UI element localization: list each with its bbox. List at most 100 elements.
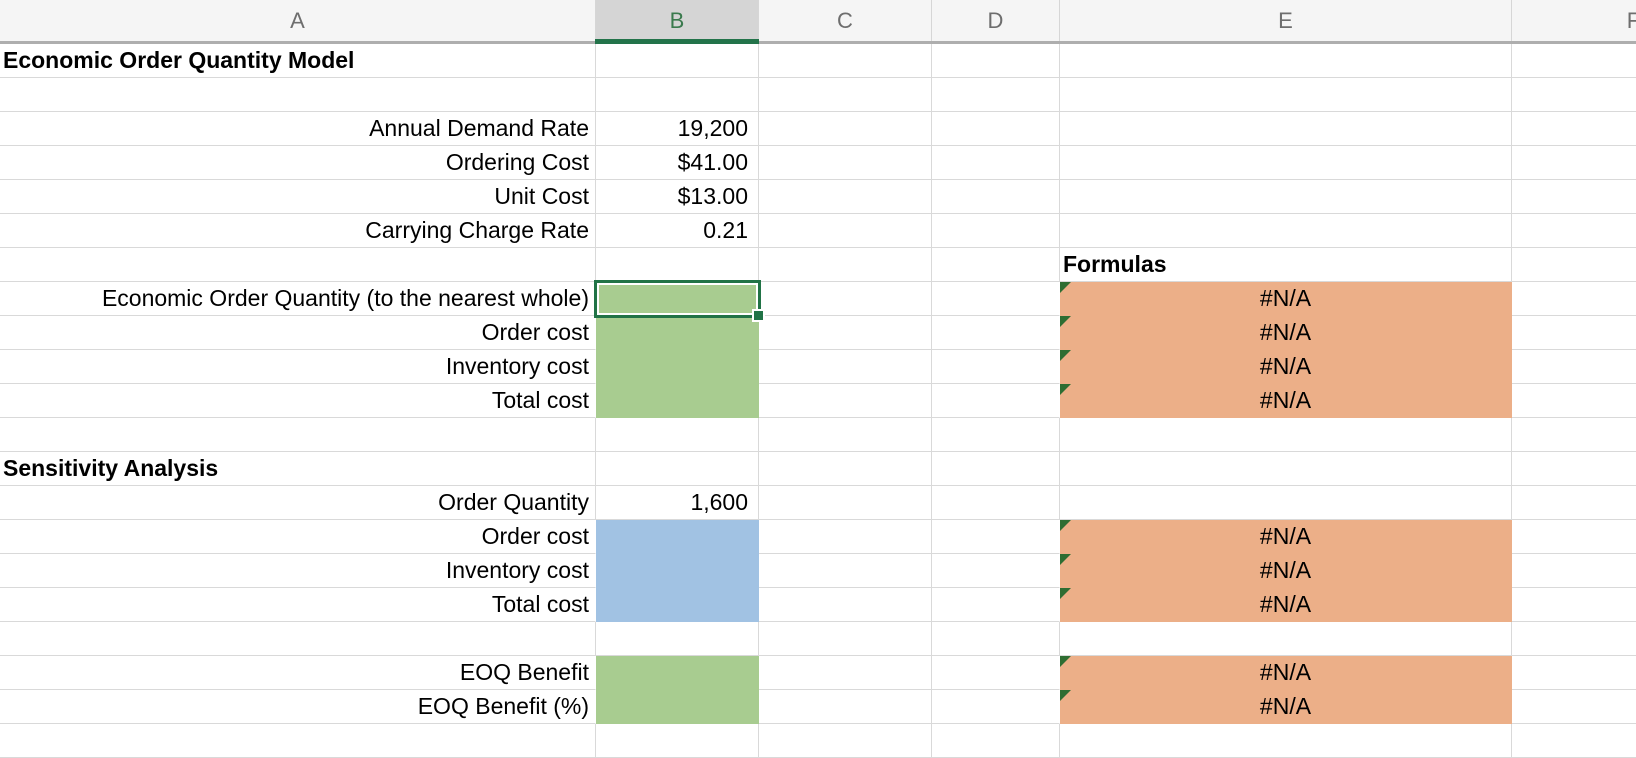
cell[interactable]	[1512, 384, 1636, 418]
cell-label-total-cost[interactable]: Total cost	[0, 384, 596, 418]
cell[interactable]	[759, 44, 932, 78]
cell[interactable]	[759, 78, 932, 112]
cell[interactable]	[759, 486, 932, 520]
cell[interactable]	[596, 44, 759, 78]
cell[interactable]	[1512, 282, 1636, 316]
cell[interactable]	[932, 214, 1060, 248]
cell[interactable]	[759, 146, 932, 180]
cell-formula-sens-order-cost[interactable]: #N/A	[1060, 520, 1512, 554]
cell-formulas-header[interactable]: Formulas	[1060, 248, 1512, 282]
cell[interactable]	[1512, 180, 1636, 214]
cell-input-eoq-benefit-pct[interactable]	[596, 690, 759, 724]
cell-label-eoq-benefit-pct[interactable]: EOQ Benefit (%)	[0, 690, 596, 724]
cell-formula-sens-total-cost[interactable]: #N/A	[1060, 588, 1512, 622]
cell[interactable]	[932, 622, 1060, 656]
cell[interactable]	[759, 384, 932, 418]
cell[interactable]	[596, 724, 759, 758]
cell-sensitivity-title[interactable]: Sensitivity Analysis	[0, 452, 596, 486]
cell[interactable]	[759, 452, 932, 486]
cell[interactable]	[1060, 418, 1512, 452]
cell[interactable]	[932, 316, 1060, 350]
cell[interactable]	[932, 384, 1060, 418]
cell-input-eoq-selected[interactable]	[596, 282, 759, 316]
cell[interactable]	[1512, 214, 1636, 248]
cell[interactable]	[0, 622, 596, 656]
cell-input-eoq-benefit[interactable]	[596, 656, 759, 690]
cell[interactable]	[932, 452, 1060, 486]
cell-label-unit-cost[interactable]: Unit Cost	[0, 180, 596, 214]
cell-value-order-quantity[interactable]: 1,600	[596, 486, 759, 520]
cell[interactable]	[1512, 112, 1636, 146]
cell[interactable]	[932, 724, 1060, 758]
cell[interactable]	[759, 418, 932, 452]
column-header-e[interactable]: E	[1060, 0, 1512, 41]
cell[interactable]	[596, 78, 759, 112]
cell-label-ordering-cost[interactable]: Ordering Cost	[0, 146, 596, 180]
cell-label-carrying-charge-rate[interactable]: Carrying Charge Rate	[0, 214, 596, 248]
cell-formula-total-cost[interactable]: #N/A	[1060, 384, 1512, 418]
cell[interactable]	[759, 588, 932, 622]
cell[interactable]	[932, 146, 1060, 180]
cell[interactable]	[1512, 146, 1636, 180]
cell[interactable]	[1060, 78, 1512, 112]
column-header-c[interactable]: C	[759, 0, 932, 41]
column-header-f[interactable]: F	[1512, 0, 1636, 41]
cell-formula-eoq-benefit[interactable]: #N/A	[1060, 656, 1512, 690]
cell[interactable]	[1060, 452, 1512, 486]
cell-formula-eoq[interactable]: #N/A	[1060, 282, 1512, 316]
cell[interactable]	[1512, 622, 1636, 656]
cell-label-sens-inventory-cost[interactable]: Inventory cost	[0, 554, 596, 588]
cell-value-carrying-charge-rate[interactable]: 0.21	[596, 214, 759, 248]
cell[interactable]	[759, 214, 932, 248]
cell[interactable]	[1512, 44, 1636, 78]
cell[interactable]	[932, 690, 1060, 724]
cell[interactable]	[1060, 486, 1512, 520]
cell[interactable]	[932, 418, 1060, 452]
cell[interactable]	[759, 180, 932, 214]
cell[interactable]	[0, 724, 596, 758]
cell[interactable]	[1060, 724, 1512, 758]
cell[interactable]	[1060, 214, 1512, 248]
cell-input-order-cost[interactable]	[596, 316, 759, 350]
cell[interactable]	[1060, 180, 1512, 214]
cell[interactable]	[1512, 316, 1636, 350]
cell-label-eoq-benefit[interactable]: EOQ Benefit	[0, 656, 596, 690]
cell-label-inventory-cost[interactable]: Inventory cost	[0, 350, 596, 384]
cell[interactable]	[0, 248, 596, 282]
cell[interactable]	[1512, 248, 1636, 282]
cell[interactable]	[759, 690, 932, 724]
cell[interactable]	[0, 418, 596, 452]
cell[interactable]	[932, 180, 1060, 214]
cell-formula-sens-inventory-cost[interactable]: #N/A	[1060, 554, 1512, 588]
column-header-b-selected[interactable]: B	[595, 0, 759, 44]
cell[interactable]	[932, 588, 1060, 622]
cell[interactable]	[1512, 656, 1636, 690]
cell[interactable]	[1060, 146, 1512, 180]
cell-input-inventory-cost[interactable]	[596, 350, 759, 384]
cell-input-total-cost[interactable]	[596, 384, 759, 418]
cell[interactable]	[759, 656, 932, 690]
cell-label-annual-demand-rate[interactable]: Annual Demand Rate	[0, 112, 596, 146]
cell-input-sens-total-cost[interactable]	[596, 588, 759, 622]
cell-formula-order-cost[interactable]: #N/A	[1060, 316, 1512, 350]
cell[interactable]	[1512, 724, 1636, 758]
cell[interactable]	[932, 656, 1060, 690]
cell[interactable]	[1512, 486, 1636, 520]
cell[interactable]	[759, 520, 932, 554]
cell[interactable]	[1060, 622, 1512, 656]
column-header-d[interactable]: D	[932, 0, 1060, 41]
cell[interactable]	[759, 554, 932, 588]
cell[interactable]	[932, 112, 1060, 146]
cell-value-annual-demand-rate[interactable]: 19,200	[596, 112, 759, 146]
cell[interactable]	[1060, 44, 1512, 78]
cell[interactable]	[932, 520, 1060, 554]
cell[interactable]	[759, 248, 932, 282]
cell-formula-inventory-cost[interactable]: #N/A	[1060, 350, 1512, 384]
cell[interactable]	[932, 350, 1060, 384]
cell[interactable]	[932, 248, 1060, 282]
cell[interactable]	[932, 44, 1060, 78]
fill-handle[interactable]	[752, 309, 765, 322]
cell-input-sens-inventory-cost[interactable]	[596, 554, 759, 588]
cell[interactable]	[759, 112, 932, 146]
cell[interactable]	[932, 282, 1060, 316]
